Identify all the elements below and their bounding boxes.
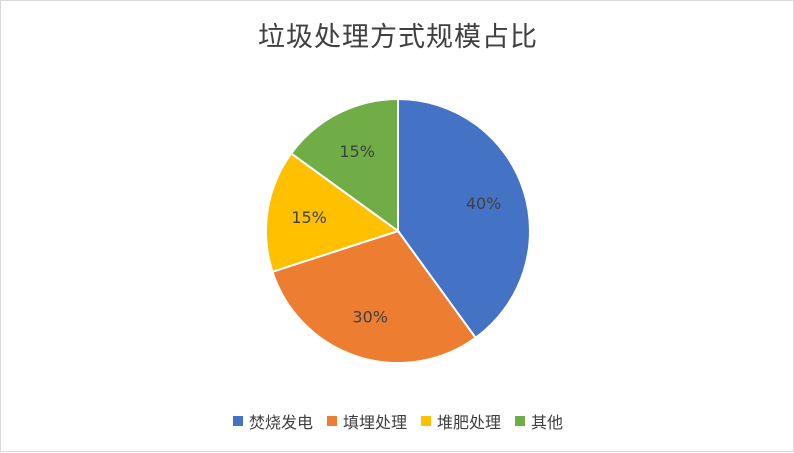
chart-title: 垃圾处理方式规模占比 [258,22,538,53]
legend-label-compost: 堆肥处理 [437,413,502,432]
legend-label-landfill: 填埋处理 [342,413,407,432]
legend-label-incineration: 焚烧发电 [248,413,313,432]
legend-swatch-incineration [232,416,243,426]
legend-item-landfill: 填埋处理 [326,409,407,433]
legend-swatch-other [515,416,526,426]
slice-landfill [271,229,477,364]
slice-other-label: 15% [339,142,375,161]
legend-label-other: 其他 [531,413,564,432]
slice-compost-label: 15% [291,208,327,227]
legend: 焚烧发电 填埋处理 堆肥处理 其他 [1,409,794,433]
slice-incineration-label: 40% [466,194,502,213]
legend-item-compost: 堆肥处理 [421,409,501,433]
slice-incineration [397,97,531,340]
legend-swatch-landfill [326,416,337,426]
legend-swatch-compost [421,416,431,426]
slice-other [289,97,399,233]
legend-item-other: 其他 [515,409,563,433]
legend-item-incineration: 焚烧发电 [232,409,313,433]
slice-landfill-label: 30% [352,308,388,327]
slice-compost [265,152,401,274]
